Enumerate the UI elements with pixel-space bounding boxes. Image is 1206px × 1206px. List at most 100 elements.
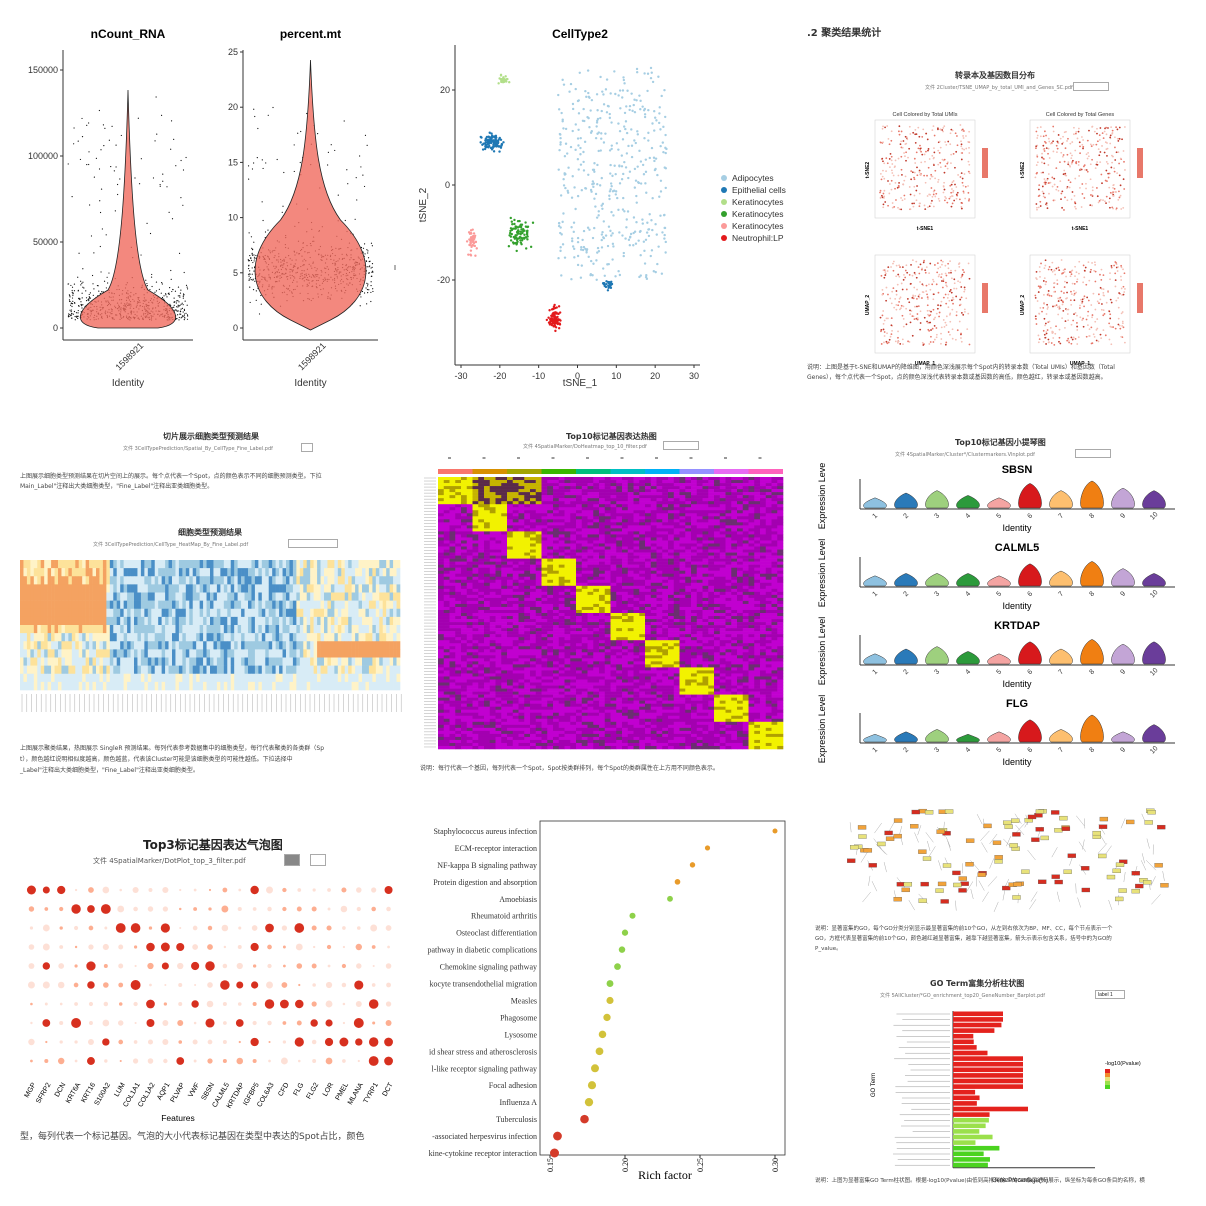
heatmap-cell xyxy=(44,600,48,610)
cell-point xyxy=(1092,292,1095,295)
heatmap-cell xyxy=(51,616,55,626)
cell-point xyxy=(912,205,915,208)
cell-point xyxy=(1105,126,1108,129)
tsne-point xyxy=(571,239,574,243)
cell-point xyxy=(884,126,886,129)
tsne-point xyxy=(577,128,580,132)
cell-point xyxy=(958,198,961,201)
heatmap-cell xyxy=(375,625,380,634)
heatmap-cell xyxy=(78,600,83,610)
heatmap-cell xyxy=(324,592,328,601)
heatmap-cell xyxy=(306,633,311,642)
heatmap-cell xyxy=(210,560,214,569)
cell-point xyxy=(1042,157,1045,160)
heatmap-cell xyxy=(33,576,38,585)
x-axis-label: Identity xyxy=(294,378,326,389)
cell-point xyxy=(1122,150,1125,152)
tsne-point xyxy=(636,181,640,184)
data-point xyxy=(368,289,370,291)
heatmap-cell xyxy=(96,568,100,577)
heatmap-cell xyxy=(168,657,173,666)
cell-point xyxy=(1108,310,1111,313)
cell-point xyxy=(928,309,931,312)
tsne-point xyxy=(510,232,513,236)
heatmap-cell xyxy=(303,608,308,618)
heatmap-cell xyxy=(154,600,159,610)
cell-point xyxy=(1111,129,1114,132)
tsne-point xyxy=(650,219,653,222)
cell-point xyxy=(1124,341,1126,344)
cell-point xyxy=(899,143,902,146)
cell-point xyxy=(903,273,905,276)
tsne-point xyxy=(647,108,650,112)
data-point xyxy=(85,297,88,299)
data-point xyxy=(93,176,95,178)
heatmap-cell xyxy=(275,649,280,658)
heatmap-cell xyxy=(386,560,390,569)
heatmap-cell xyxy=(317,600,321,610)
tsne-point xyxy=(487,138,491,141)
celltype-file-select-1[interactable] xyxy=(301,443,313,452)
legend-swatch xyxy=(721,187,727,193)
heatmap-cell xyxy=(140,584,145,593)
heatmap-cell xyxy=(213,608,218,618)
heatmap-cell xyxy=(289,568,294,577)
cell-point xyxy=(950,271,952,274)
celltype-file-select-2[interactable] xyxy=(288,539,338,548)
heatmap-cell xyxy=(196,665,200,675)
data-point xyxy=(267,229,269,231)
data-point xyxy=(71,297,74,299)
tsne-point xyxy=(589,188,593,192)
heatmap-cell xyxy=(140,633,145,642)
heatmap-cell xyxy=(109,641,114,650)
cell-point xyxy=(944,141,947,143)
heatmap-cell xyxy=(113,608,118,618)
cell-point xyxy=(1044,324,1046,327)
cell-point xyxy=(1119,194,1122,197)
cell-point xyxy=(1108,186,1111,189)
heatmap-cell xyxy=(324,576,328,585)
data-point xyxy=(85,290,87,292)
cell-point xyxy=(1045,313,1048,315)
cell-point xyxy=(968,130,971,133)
tsne-point xyxy=(469,238,472,241)
tsne-point xyxy=(618,273,622,277)
heatmap-cell xyxy=(154,576,159,585)
heatmap-cell xyxy=(296,657,301,666)
cell-point xyxy=(1056,151,1058,154)
heatmap-cell xyxy=(258,641,263,650)
cell-point xyxy=(1105,202,1107,205)
heatmap-cell xyxy=(99,649,104,658)
data-point xyxy=(180,197,182,199)
tsne-point xyxy=(664,133,667,137)
cell-point xyxy=(1097,201,1100,204)
tsne-point xyxy=(618,231,621,234)
cell-point xyxy=(926,138,929,141)
cell-point xyxy=(1083,305,1085,308)
heatmap-cell xyxy=(144,600,149,610)
cell-point xyxy=(889,335,892,338)
data-point xyxy=(170,148,172,150)
cell-point xyxy=(926,293,928,296)
cell-point xyxy=(1052,125,1055,128)
cell-point xyxy=(882,160,884,163)
heatmap-cell xyxy=(61,665,66,675)
cell-point xyxy=(880,178,883,181)
cell-point xyxy=(1106,147,1109,150)
umap-file-select[interactable] xyxy=(1073,82,1109,91)
cell-point xyxy=(1039,126,1042,128)
heatmap-cell xyxy=(341,560,346,569)
heatmap-cell xyxy=(75,608,80,618)
data-point xyxy=(101,228,103,230)
cell-point xyxy=(1046,293,1049,296)
tsne-point xyxy=(521,231,524,235)
heatmap-cell xyxy=(30,608,35,618)
heatmap-cell xyxy=(358,592,363,601)
cell-point xyxy=(880,343,883,345)
tsne-point xyxy=(618,165,621,168)
heatmap-cell xyxy=(137,657,142,666)
cell-point xyxy=(1038,266,1041,268)
tsne-point xyxy=(525,247,528,250)
heatmap-cell xyxy=(116,608,121,618)
tsne-point xyxy=(567,166,570,169)
